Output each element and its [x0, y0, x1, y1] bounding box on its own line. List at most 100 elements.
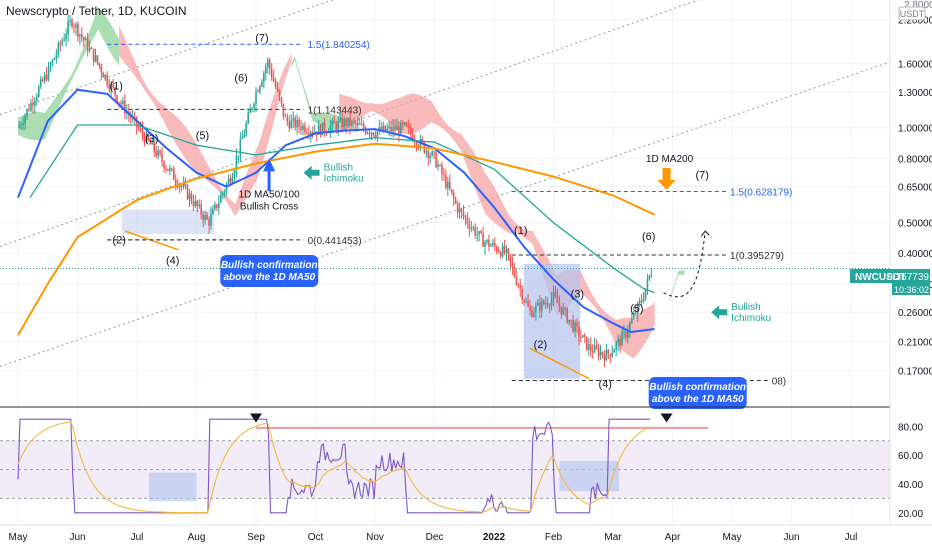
rsi-panel: [0, 413, 890, 514]
candle-body: [94, 55, 97, 62]
wave-label: (4): [166, 255, 179, 267]
candle-body: [333, 120, 336, 124]
candle-body: [102, 73, 105, 78]
candle-body: [584, 335, 586, 337]
candle-body: [280, 97, 283, 104]
candle-body: [402, 122, 404, 125]
time-axis[interactable]: May Jun Jul Aug Sep Oct Nov Dec 2022 Feb Mar Apr May…: [0, 524, 932, 543]
candle-body: [259, 86, 261, 92]
candle-body: [163, 161, 165, 169]
candle-body: [388, 126, 390, 129]
candle-body: [523, 299, 525, 302]
channel-line: [0, 0, 334, 116]
time-tick: Oct: [308, 532, 324, 543]
candle-body: [507, 248, 510, 255]
candle-body: [212, 208, 214, 215]
candle-body: [562, 308, 565, 315]
symbol-tag[interactable]: [850, 269, 930, 283]
candle-body: [124, 101, 126, 114]
candle-body: [509, 254, 512, 263]
candle-body: [268, 59, 271, 69]
candle-body: [398, 126, 400, 134]
candle-body: [585, 336, 588, 350]
candle-body: [445, 175, 447, 188]
ma200-label: 1D MA200: [646, 154, 694, 165]
candle-body: [165, 168, 167, 170]
candle-body: [306, 132, 308, 134]
orange-trendline: [529, 347, 590, 380]
candle-body: [317, 125, 320, 135]
cross-arrowhead: [263, 158, 276, 172]
candle-body: [515, 276, 518, 285]
candle-body: [396, 126, 398, 131]
candle-body: [331, 120, 334, 126]
ichimoku-cloud: [18, 7, 120, 141]
price-tick: 1.600000: [898, 59, 932, 70]
candle-body: [36, 96, 38, 102]
confirmation-text: Bullish confirmation: [221, 260, 318, 271]
time-tick: Sep: [247, 532, 265, 543]
candle-body: [257, 91, 259, 93]
candle-body: [235, 156, 238, 171]
candle-body: [155, 151, 157, 157]
projection-arrowhead: [700, 230, 710, 237]
candle-body: [169, 168, 171, 171]
candle-body: [311, 132, 314, 134]
candle-body: [597, 348, 600, 357]
candle-body: [310, 132, 312, 135]
candle-body: [34, 101, 36, 106]
ichimoku-clouds: [18, 7, 685, 359]
rsi-axis[interactable]: 80.00 60.00 40.00 20.00: [898, 422, 923, 519]
currency-badge[interactable]: [898, 6, 926, 21]
candle-body: [390, 126, 392, 132]
candle-body: [437, 164, 439, 168]
highlight-box: [122, 209, 215, 235]
candle-body: [607, 350, 610, 355]
candle-body: [286, 117, 289, 122]
candle-body: [223, 190, 226, 194]
candle-body: [227, 178, 230, 184]
candle-body: [270, 68, 273, 78]
candle-body: [368, 132, 371, 135]
candle-body: [613, 349, 615, 353]
candle-body: [341, 118, 343, 128]
rsi-peak-arrow-icon: [660, 413, 673, 423]
highlight-box: [523, 263, 581, 379]
candle-body: [554, 292, 557, 297]
last-price-value: 0.357739: [887, 272, 929, 283]
candle-body: [335, 123, 338, 130]
candle-body: [374, 135, 377, 137]
candle-body: [595, 345, 598, 349]
wave-label: (2): [534, 339, 547, 351]
time-tick: May: [723, 532, 742, 543]
candle-body: [358, 123, 361, 125]
price-tick: 2.200000: [898, 16, 932, 27]
projection-arrow: [663, 231, 706, 298]
confirmation-callout: [648, 377, 747, 410]
candle-body: [566, 308, 569, 323]
candle-body: [49, 64, 52, 66]
candle-body: [558, 302, 561, 307]
candle-body: [43, 74, 46, 82]
candle-body: [229, 178, 232, 183]
candle-body: [587, 344, 590, 350]
candle-body: [631, 318, 633, 324]
candle-body: [394, 126, 396, 131]
candle-body: [55, 54, 58, 59]
candle-body: [82, 37, 85, 41]
candle-body: [492, 242, 494, 246]
candle-body: [30, 102, 32, 111]
candle-body: [540, 300, 543, 311]
candle-body: [84, 38, 87, 41]
candle-body: [525, 301, 527, 303]
candle-body: [28, 108, 30, 111]
rsi-line: [17, 418, 651, 514]
rsi-tick: 60.00: [898, 451, 923, 462]
candle-body: [353, 121, 355, 123]
candle-body: [237, 155, 240, 157]
candle-body: [468, 223, 471, 229]
candle-body: [609, 354, 612, 357]
candle-body: [239, 139, 242, 156]
